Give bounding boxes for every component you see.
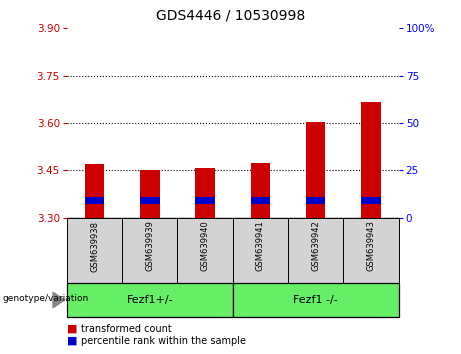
- Text: GSM639943: GSM639943: [366, 221, 376, 272]
- Text: Fezf1+/-: Fezf1+/-: [126, 295, 173, 305]
- Text: GSM639939: GSM639939: [145, 221, 154, 272]
- Text: GSM639940: GSM639940: [201, 221, 210, 271]
- Text: GSM639942: GSM639942: [311, 221, 320, 271]
- Bar: [306, 122, 325, 218]
- Bar: [251, 164, 270, 218]
- Text: Fezf1 -/-: Fezf1 -/-: [293, 295, 338, 305]
- Text: ■: ■: [67, 324, 77, 333]
- Bar: [361, 102, 381, 218]
- Bar: [85, 197, 104, 204]
- Bar: [195, 197, 215, 204]
- Text: ■: ■: [67, 336, 77, 346]
- Text: GSM639938: GSM639938: [90, 221, 99, 272]
- Bar: [306, 197, 325, 204]
- Bar: [140, 197, 160, 204]
- Text: GDS4446 / 10530998: GDS4446 / 10530998: [156, 9, 305, 23]
- Bar: [361, 197, 381, 204]
- Bar: [140, 170, 160, 218]
- Bar: [251, 197, 270, 204]
- Bar: [195, 168, 215, 218]
- Polygon shape: [53, 292, 65, 308]
- Text: GSM639941: GSM639941: [256, 221, 265, 271]
- Bar: [85, 164, 104, 218]
- Text: transformed count: transformed count: [81, 324, 171, 333]
- Text: percentile rank within the sample: percentile rank within the sample: [81, 336, 246, 346]
- Text: genotype/variation: genotype/variation: [2, 294, 89, 303]
